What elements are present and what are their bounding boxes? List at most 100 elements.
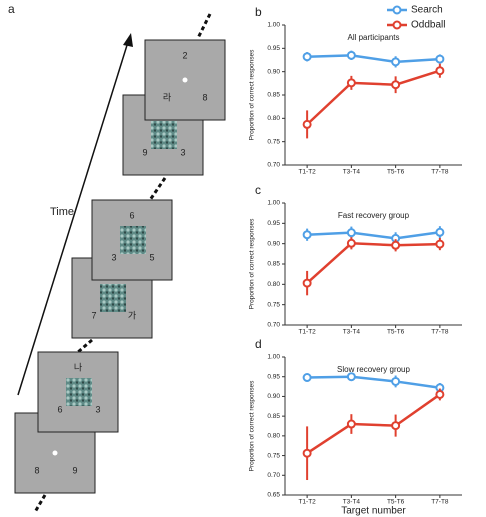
- time-label: Time: [50, 206, 74, 218]
- marker: [302, 230, 312, 240]
- frame-left: 라: [163, 92, 172, 102]
- y-tick-label: 0.80: [267, 281, 280, 288]
- frame-top: 6: [129, 210, 134, 220]
- marker: [346, 419, 356, 429]
- y-tick-label: 1.00: [267, 22, 280, 29]
- frame-right: 5: [149, 252, 154, 262]
- marker: [391, 421, 401, 431]
- legend-label: Search: [411, 5, 443, 16]
- x-tick-label: T7-T8: [431, 499, 449, 506]
- series-line: [307, 54, 440, 64]
- marker: [346, 78, 356, 88]
- y-tick-label: 0.85: [267, 92, 280, 99]
- marker: [435, 66, 445, 76]
- chart-title: Fast recovery group: [338, 211, 410, 220]
- marker: [435, 227, 445, 237]
- y-tick-label: 1.00: [267, 354, 280, 361]
- marker: [346, 228, 356, 238]
- frame-left: 3: [111, 252, 116, 262]
- x-tick-label: T1-T2: [298, 499, 316, 506]
- y-axis-label: Proportion of correct responses: [249, 49, 256, 140]
- x-tick-label: T5-T6: [387, 329, 405, 336]
- legend-label: Oddball: [411, 20, 445, 31]
- chart-title: Slow recovery group: [337, 365, 410, 374]
- frame-left: 8: [34, 465, 39, 475]
- y-tick-label: 0.90: [267, 393, 280, 400]
- time-arrow: [17, 41, 129, 396]
- marker: [435, 389, 445, 399]
- series-line: [306, 241, 440, 285]
- fixation-dot: [52, 450, 58, 456]
- marker: [391, 376, 401, 386]
- x-tick-label: T3-T4: [343, 329, 361, 336]
- x-tick-label: T1-T2: [298, 329, 316, 336]
- panel-label: d: [255, 337, 262, 351]
- chart-title: All participants: [347, 33, 399, 42]
- marker: [391, 80, 401, 90]
- arrow-head: [123, 33, 133, 47]
- series-line: [307, 375, 441, 389]
- y-tick-label: 0.95: [267, 220, 280, 227]
- y-tick-label: 0.75: [267, 138, 280, 145]
- dashes: [33, 494, 47, 513]
- y-tick-label: 0.75: [267, 301, 280, 308]
- y-tick-label: 0.65: [267, 492, 280, 499]
- series-line: [306, 393, 441, 455]
- marker: [346, 50, 356, 60]
- marker: [435, 54, 445, 64]
- panel-label: a: [8, 2, 15, 16]
- y-tick-label: 0.70: [267, 472, 280, 479]
- y-tick-label: 0.90: [267, 240, 280, 247]
- marker: [302, 448, 312, 458]
- series-line: [306, 69, 441, 126]
- y-tick-label: 0.95: [267, 373, 280, 380]
- marker: [391, 240, 401, 250]
- x-tick-label: T7-T8: [431, 329, 449, 336]
- frame-left: 7: [91, 310, 96, 320]
- marker: [391, 57, 401, 67]
- y-axis-label: Proportion of correct responses: [249, 380, 256, 471]
- stimulus-image: [100, 284, 126, 312]
- y-tick-label: 1.00: [267, 200, 280, 207]
- x-tick-label: T3-T4: [343, 499, 361, 506]
- marker: [346, 238, 356, 248]
- y-tick-label: 0.70: [267, 322, 280, 329]
- frame-top: 2: [182, 50, 187, 60]
- x-tick-label: T7-T8: [431, 169, 449, 176]
- x-tick-label: T3-T4: [343, 169, 361, 176]
- y-axis-label: Proportion of correct responses: [249, 218, 256, 309]
- y-tick-label: 0.70: [267, 162, 280, 169]
- y-tick-label: 0.85: [267, 413, 280, 420]
- frame-right: 3: [95, 404, 100, 414]
- marker: [435, 239, 445, 249]
- x-tick-label: T5-T6: [387, 499, 405, 506]
- marker: [302, 278, 312, 288]
- frame-top: 나: [74, 362, 82, 372]
- stimulus-image: [66, 378, 92, 406]
- marker: [302, 373, 312, 383]
- y-tick-label: 0.85: [267, 261, 280, 268]
- legend-marker: [392, 20, 402, 30]
- marker: [302, 119, 312, 129]
- stimulus-image: [120, 226, 146, 254]
- y-tick-label: 0.80: [267, 115, 280, 122]
- frame-right: 9: [72, 465, 77, 475]
- x-tick-label: T5-T6: [387, 169, 405, 176]
- legend-marker: [392, 5, 402, 15]
- frame-right: 가: [128, 310, 136, 320]
- stimulus-image: [151, 121, 177, 149]
- y-tick-label: 0.95: [267, 45, 280, 52]
- dashes: [77, 338, 93, 354]
- frame-left: 6: [57, 404, 62, 414]
- dashes: [196, 13, 212, 39]
- panel-label: c: [255, 183, 261, 197]
- x-tick-label: T1-T2: [298, 169, 316, 176]
- frame-right: 3: [180, 147, 185, 157]
- x-axis-label: Target number: [341, 506, 406, 517]
- marker: [346, 372, 356, 382]
- fixation-dot: [182, 77, 188, 83]
- y-tick-label: 0.75: [267, 452, 280, 459]
- frame-left: 9: [142, 147, 147, 157]
- series-line: [307, 231, 441, 240]
